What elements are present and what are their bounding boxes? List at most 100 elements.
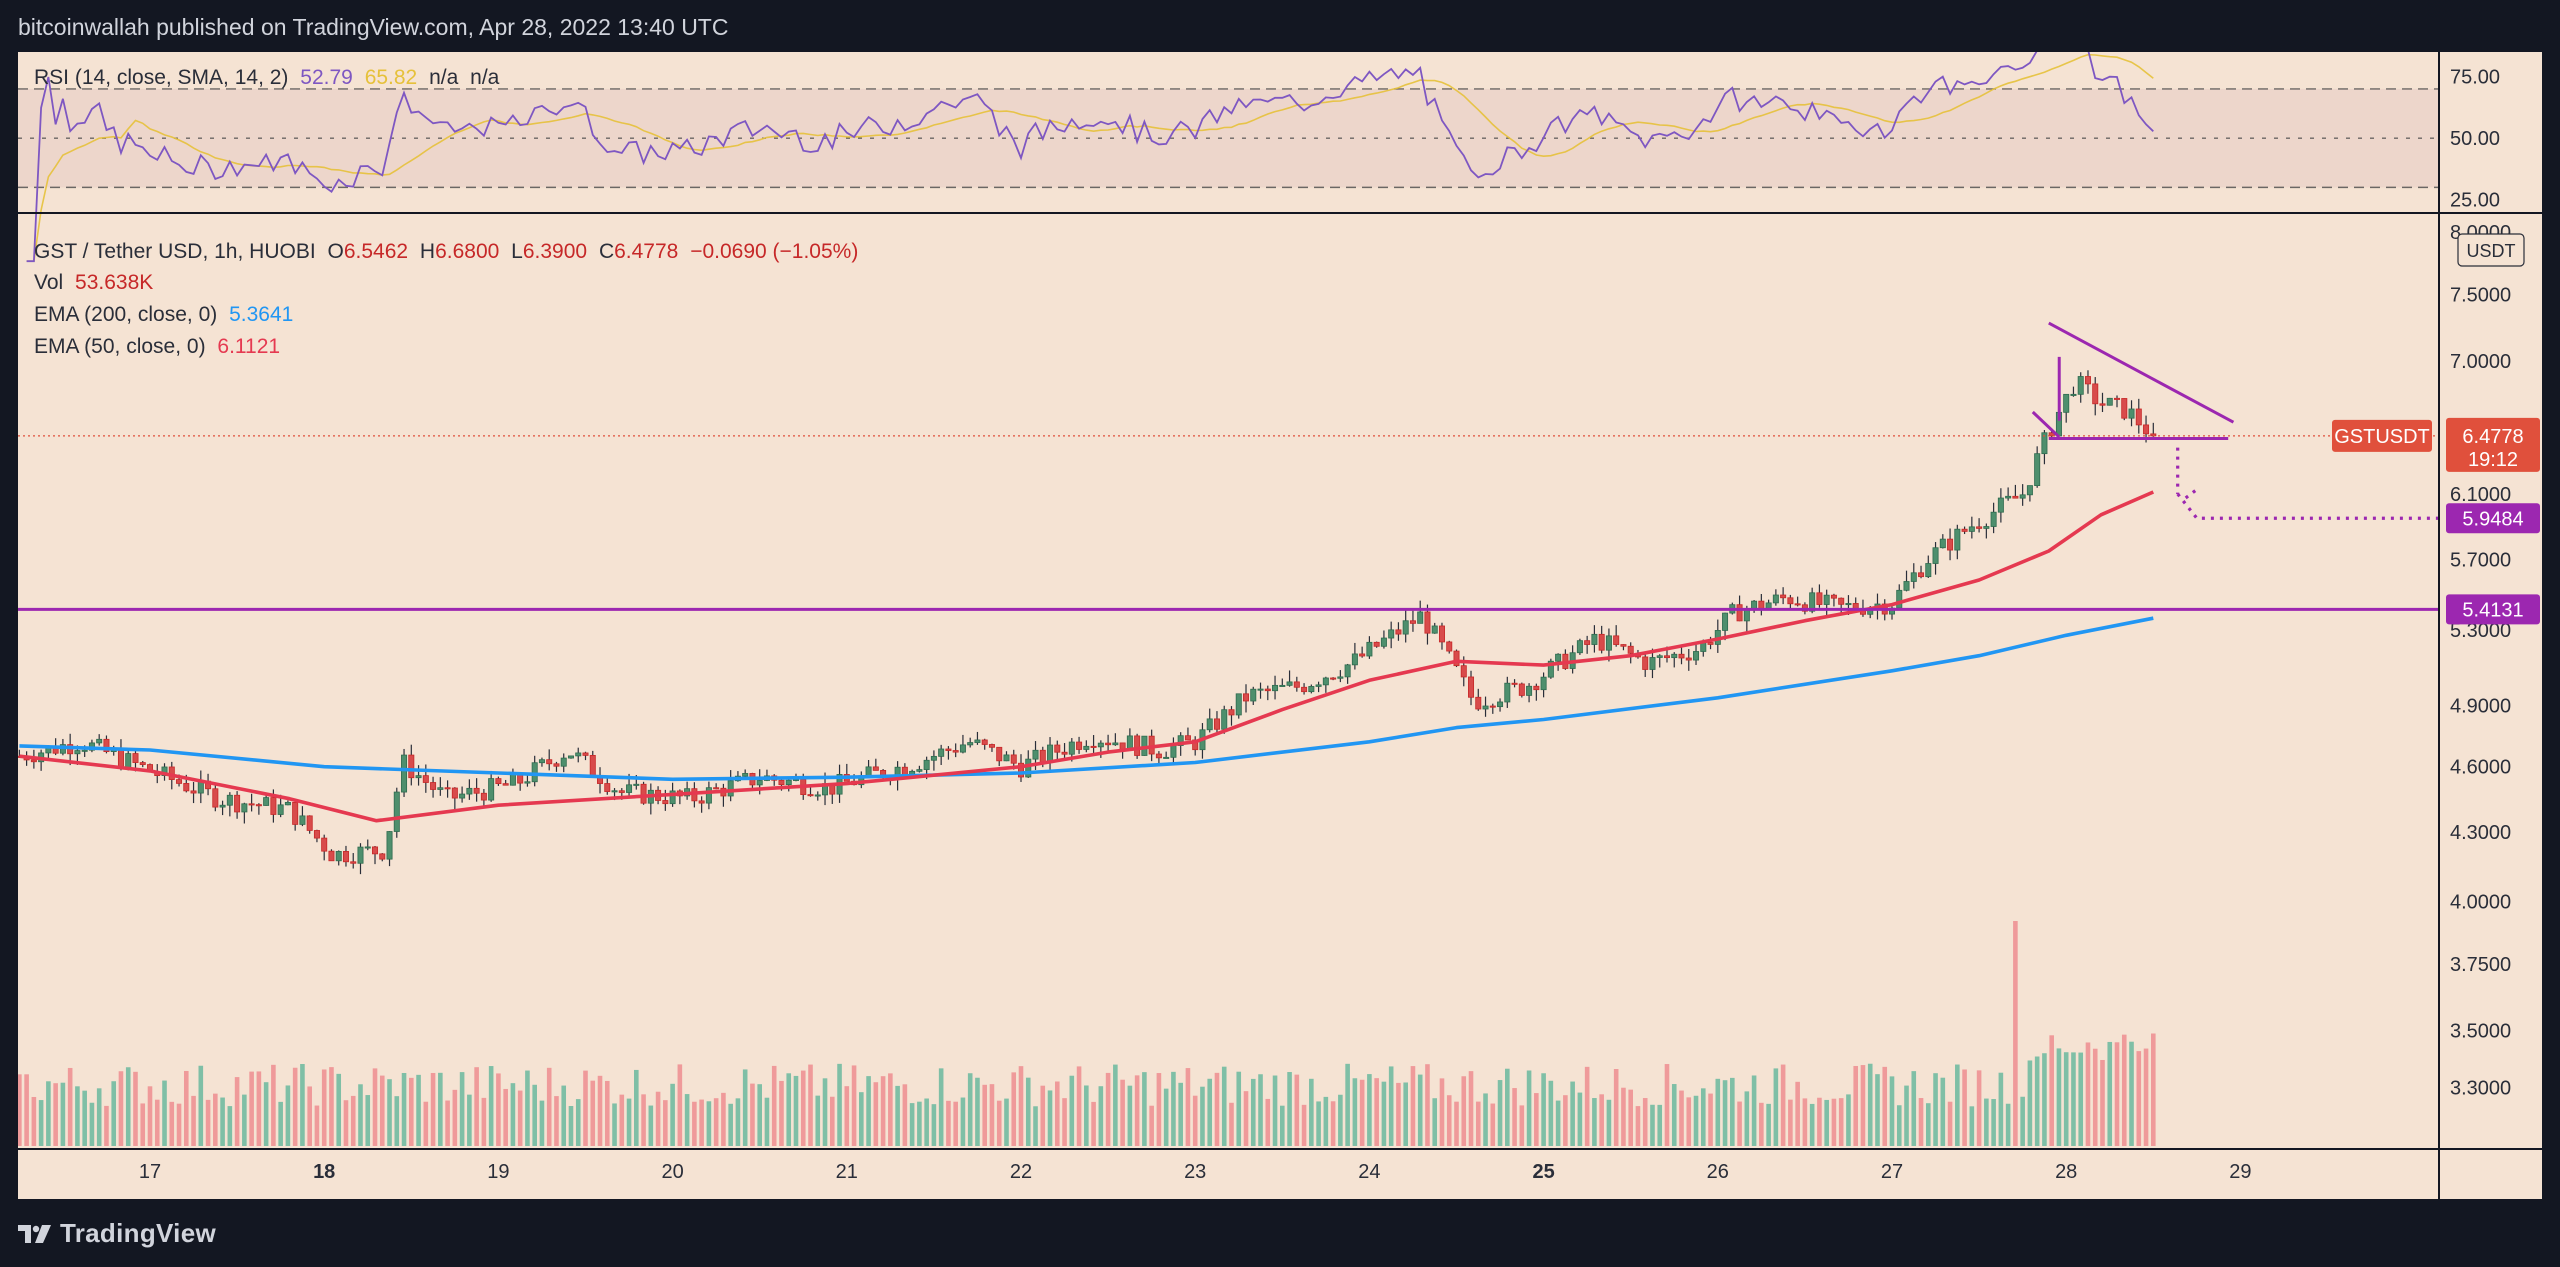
candle-body	[538, 759, 545, 764]
candle-body	[1177, 735, 1184, 746]
candle-body	[1961, 528, 1968, 532]
volume-bar	[510, 1083, 516, 1146]
volume-bar	[1955, 1064, 1960, 1146]
volume-bar	[604, 1080, 610, 1146]
volume-bar	[822, 1078, 828, 1146]
volume-bar	[2027, 1060, 2033, 1146]
candle-body	[1250, 688, 1257, 702]
volume-bar	[1788, 1099, 1793, 1146]
candle-body	[974, 739, 981, 743]
volume-bar	[525, 1070, 530, 1146]
candle-body	[2070, 393, 2077, 396]
volume-bar	[1548, 1080, 1554, 1146]
price-axis-separator	[2438, 52, 2440, 1199]
candle-body	[567, 755, 574, 759]
candle-body	[1845, 603, 1852, 606]
volume-bar	[1367, 1074, 1372, 1146]
volume-bar	[1330, 1101, 1336, 1146]
volume-bar	[75, 1086, 80, 1146]
candle-body	[1213, 718, 1220, 730]
candle-body	[1097, 742, 1104, 748]
volume-bar	[808, 1064, 813, 1146]
candle-body	[2026, 485, 2033, 496]
candle-body	[509, 774, 516, 786]
volume-bar	[278, 1101, 283, 1146]
volume-bar	[967, 1073, 973, 1146]
volume-bar	[300, 1064, 305, 1146]
volume-bar	[256, 1071, 262, 1146]
volume-bar	[1555, 1100, 1561, 1146]
volume-bar	[183, 1070, 189, 1146]
volume-bar	[198, 1065, 204, 1146]
open-label: O	[327, 240, 344, 263]
volume-bar	[1475, 1101, 1481, 1146]
chart-svg[interactable]: 75.0050.0025.008.00007.50007.00006.10005…	[18, 52, 2542, 1199]
volume-bar	[1352, 1078, 1358, 1146]
candle-body	[1605, 635, 1612, 651]
volume-bar	[2100, 1059, 2105, 1146]
volume-bar	[242, 1094, 247, 1146]
volume-bar	[1984, 1098, 1989, 1146]
candle-body	[1083, 745, 1090, 750]
candle-body	[335, 851, 342, 862]
volume-bar	[1054, 1081, 1060, 1146]
volume-bar	[503, 1088, 508, 1146]
volume-bar	[706, 1101, 712, 1146]
candle-body	[139, 762, 146, 765]
volume-bar	[670, 1083, 675, 1146]
candle-body	[74, 750, 81, 755]
volume-bar	[2143, 1048, 2149, 1146]
volume-bar	[104, 1105, 109, 1146]
candle-body	[1090, 745, 1097, 748]
volume-bar	[728, 1103, 733, 1146]
volume-bar	[764, 1097, 770, 1146]
candle-body	[1939, 538, 1946, 549]
candle-body	[524, 781, 531, 784]
rsi-line	[26, 52, 2154, 263]
ticker-badge	[2332, 419, 2432, 452]
volume-bar	[1454, 1101, 1459, 1146]
candle-body	[959, 744, 966, 753]
tradingview-logo[interactable]: TradingView	[18, 1218, 216, 1249]
volume-bar	[1846, 1094, 1851, 1146]
price-tick-label: 4.6000	[2450, 757, 2511, 779]
volume-bar	[517, 1090, 523, 1146]
candle-body	[1301, 686, 1308, 693]
ema200-legend: EMA (200, close, 0) 5.3641	[34, 303, 299, 327]
volume-bar	[1512, 1088, 1517, 1146]
candle-body	[2114, 397, 2121, 400]
volume-bar	[2107, 1041, 2113, 1146]
candle-body	[626, 784, 633, 793]
volume-bar	[1403, 1082, 1408, 1146]
volume-bar	[2005, 1103, 2011, 1146]
volume-bar	[1207, 1078, 1213, 1146]
candle-body	[1293, 681, 1300, 688]
volume-bar	[721, 1092, 726, 1146]
volume-bar	[2042, 1053, 2047, 1146]
volume-bar	[1759, 1102, 1764, 1146]
candle-body	[357, 846, 364, 864]
candle-body	[2135, 408, 2142, 426]
volume-bar	[329, 1067, 334, 1146]
candle-body	[466, 787, 473, 795]
price-tick-label: 6.1000	[2450, 484, 2511, 506]
volume-bar	[554, 1096, 559, 1146]
volume-bar	[1417, 1074, 1423, 1146]
volume-bar	[2114, 1042, 2120, 1146]
candle-body	[727, 780, 734, 797]
candle-body	[1627, 645, 1634, 654]
volume-bar	[496, 1073, 501, 1146]
volume-bar	[358, 1084, 363, 1146]
candle-body	[1170, 745, 1177, 758]
volume-bar	[1599, 1094, 1604, 1146]
volume-bar	[89, 1102, 95, 1146]
volume-bar	[2085, 1042, 2091, 1146]
candle-body	[1417, 611, 1424, 624]
projection-arrowhead	[2184, 486, 2200, 500]
rsi-value: 52.79	[300, 66, 353, 89]
volume-bar	[699, 1099, 704, 1146]
volume-bar	[590, 1080, 596, 1146]
volume-bar	[1860, 1065, 1866, 1146]
currency-label: USDT	[2467, 241, 2516, 261]
candle-body	[1976, 526, 1983, 529]
